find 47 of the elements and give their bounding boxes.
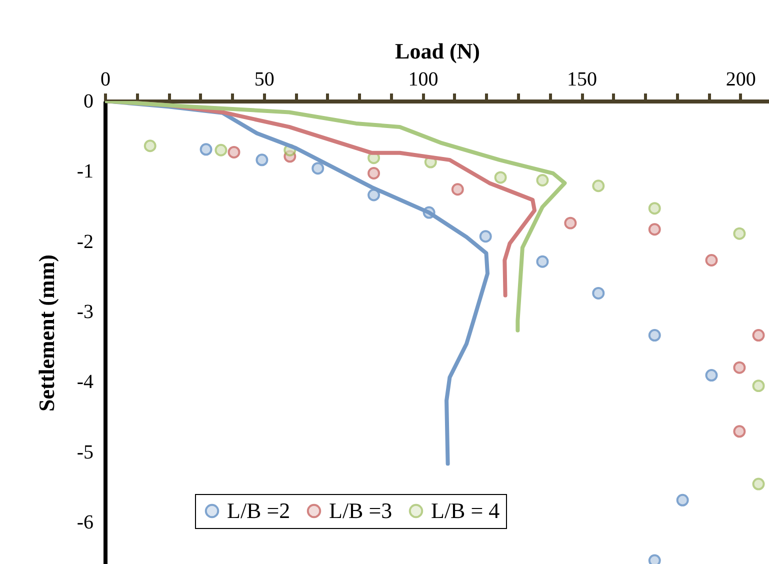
x-tick-label: 100: [408, 68, 438, 90]
point: [368, 167, 380, 180]
x-tick-label: 50: [254, 68, 274, 90]
y-tick-label: -1: [76, 160, 94, 183]
x-tick-label: 0: [100, 68, 110, 90]
x-tick-label: 150: [567, 68, 598, 90]
point: [479, 230, 492, 243]
y-tick-label: -4: [76, 371, 94, 394]
legend-label: L/B =3: [329, 498, 392, 523]
point: [564, 216, 577, 230]
y-axis-title: Settlement (mm): [34, 254, 59, 412]
point: [648, 554, 661, 564]
point: [228, 146, 240, 158]
y-tick-label: -6: [76, 511, 94, 534]
point: [752, 380, 765, 392]
point: [733, 425, 746, 438]
point: [256, 154, 268, 166]
point: [733, 361, 746, 374]
point: [676, 494, 689, 506]
x-tick-label: 200: [726, 68, 756, 90]
point: [648, 329, 661, 342]
point: [705, 254, 718, 266]
line-series: [105, 101, 567, 332]
point: [733, 227, 746, 240]
point: [648, 202, 661, 215]
point: [536, 174, 549, 187]
point: [752, 329, 765, 342]
point: [312, 162, 324, 175]
point: [144, 140, 156, 152]
legend-label: L/B = 4: [431, 498, 500, 523]
point: [648, 223, 661, 236]
point: [536, 255, 549, 268]
point: [451, 183, 464, 196]
legend-label: L/B =2: [227, 498, 290, 523]
y-tick-label: -3: [76, 300, 94, 323]
point: [592, 286, 605, 300]
point: [592, 180, 605, 192]
point: [200, 143, 212, 156]
x-axis-title: Load (N): [395, 38, 480, 64]
y-tick-label: -5: [76, 441, 94, 464]
point: [494, 171, 507, 184]
point: [752, 478, 765, 490]
y-tick-label: -2: [76, 230, 94, 253]
point: [705, 369, 718, 382]
point: [214, 144, 228, 156]
point: [368, 188, 380, 202]
y-tick-label: 0: [84, 90, 94, 112]
